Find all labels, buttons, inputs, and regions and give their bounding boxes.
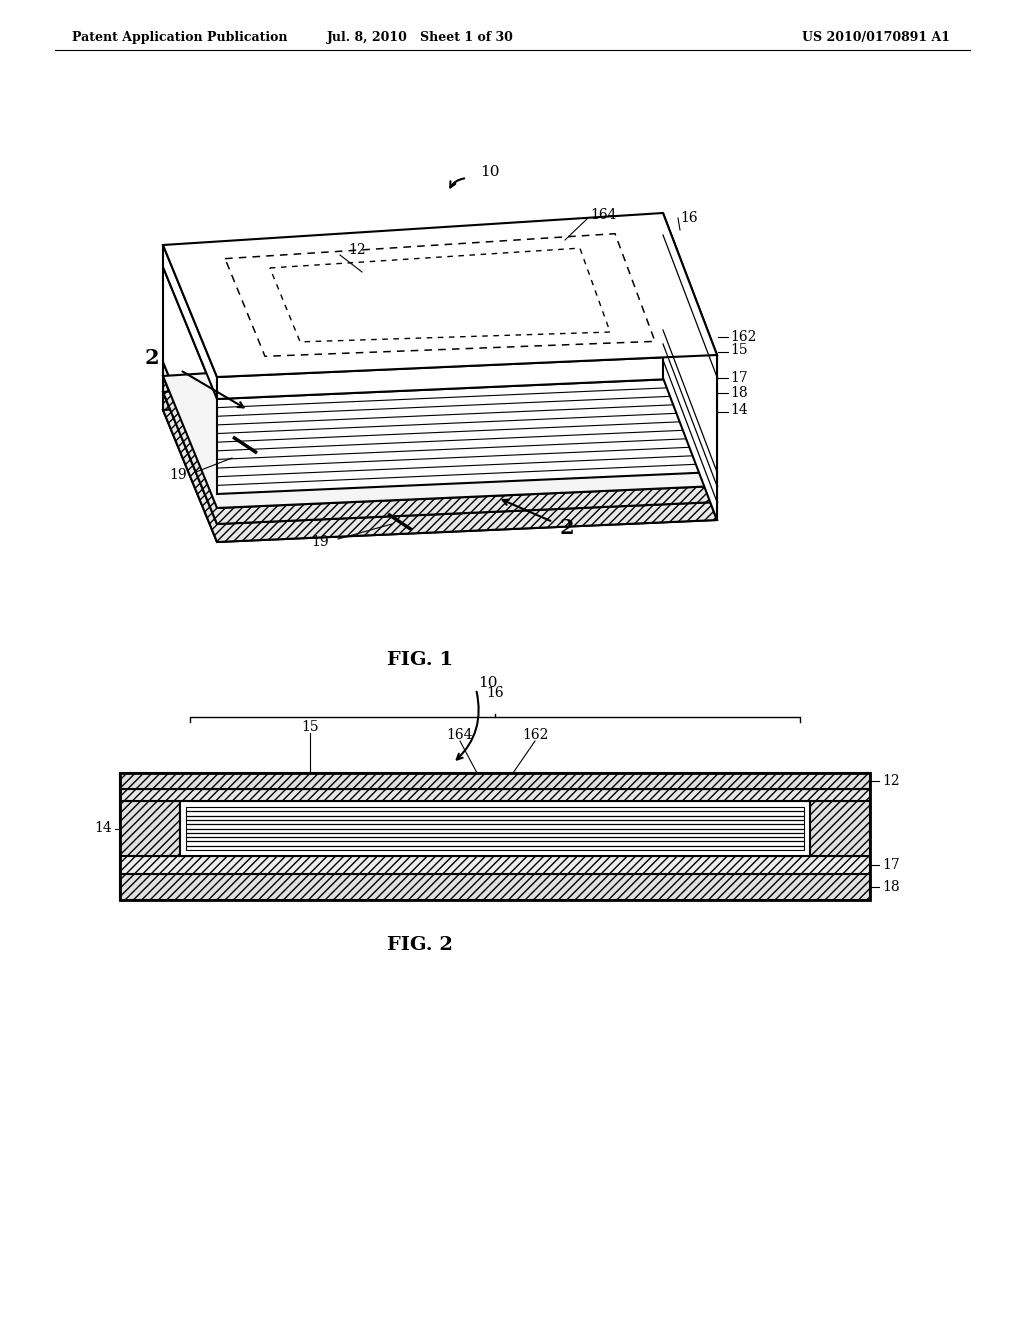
Text: 19: 19: [311, 535, 329, 549]
Polygon shape: [163, 362, 217, 508]
Text: US 2010/0170891 A1: US 2010/0170891 A1: [802, 30, 950, 44]
Polygon shape: [163, 392, 217, 543]
Text: 15: 15: [730, 343, 748, 356]
Text: FIG. 1: FIG. 1: [387, 651, 453, 669]
Text: 164: 164: [446, 729, 473, 742]
Text: 162: 162: [730, 330, 757, 345]
Text: 18: 18: [730, 385, 748, 400]
Polygon shape: [217, 355, 717, 399]
Polygon shape: [217, 378, 717, 494]
Text: 19: 19: [169, 469, 186, 482]
Bar: [186, 807, 804, 850]
Polygon shape: [163, 246, 217, 399]
Polygon shape: [163, 345, 717, 508]
Polygon shape: [163, 267, 217, 494]
Polygon shape: [163, 378, 717, 543]
Text: 16: 16: [486, 686, 504, 700]
Polygon shape: [217, 502, 717, 543]
Bar: [120, 874, 870, 900]
Polygon shape: [217, 473, 717, 508]
Bar: [120, 855, 870, 874]
Polygon shape: [663, 213, 717, 520]
Text: Patent Application Publication: Patent Application Publication: [72, 30, 288, 44]
Polygon shape: [163, 376, 217, 524]
Text: 17: 17: [882, 858, 900, 873]
Bar: [120, 789, 870, 801]
Bar: [810, 801, 870, 855]
Polygon shape: [217, 486, 717, 524]
Bar: [120, 774, 870, 900]
Polygon shape: [163, 360, 717, 524]
Bar: [180, 801, 810, 855]
Text: 15: 15: [301, 719, 318, 734]
Bar: [120, 801, 180, 855]
Bar: [120, 774, 870, 789]
Text: 10: 10: [480, 165, 500, 180]
Text: Jul. 8, 2010   Sheet 1 of 30: Jul. 8, 2010 Sheet 1 of 30: [327, 30, 513, 44]
Text: FIG. 2: FIG. 2: [387, 936, 453, 954]
Text: 16: 16: [680, 211, 697, 224]
Text: 12: 12: [882, 774, 900, 788]
Polygon shape: [163, 213, 717, 378]
Text: 2: 2: [144, 348, 160, 368]
Text: 17: 17: [730, 371, 748, 385]
Text: 162: 162: [522, 729, 548, 742]
Text: 164: 164: [590, 209, 616, 222]
Text: 10: 10: [478, 676, 498, 690]
Text: 14: 14: [94, 821, 112, 836]
Text: 18: 18: [882, 880, 900, 894]
Text: 12: 12: [348, 243, 366, 257]
Text: 2: 2: [560, 517, 574, 539]
Text: 14: 14: [730, 403, 748, 417]
